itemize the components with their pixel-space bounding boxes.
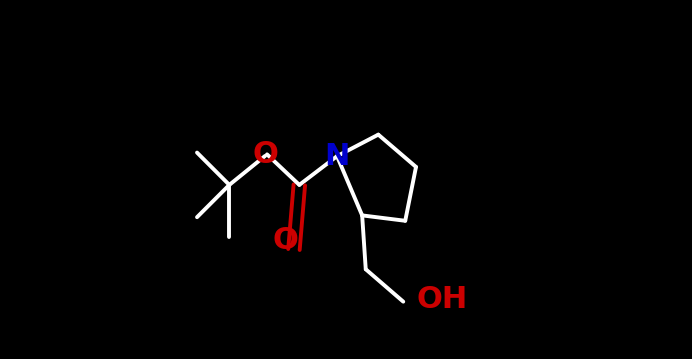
Text: O: O <box>272 226 298 255</box>
Text: OH: OH <box>416 285 467 314</box>
Text: O: O <box>253 140 278 169</box>
Text: N: N <box>325 142 349 171</box>
